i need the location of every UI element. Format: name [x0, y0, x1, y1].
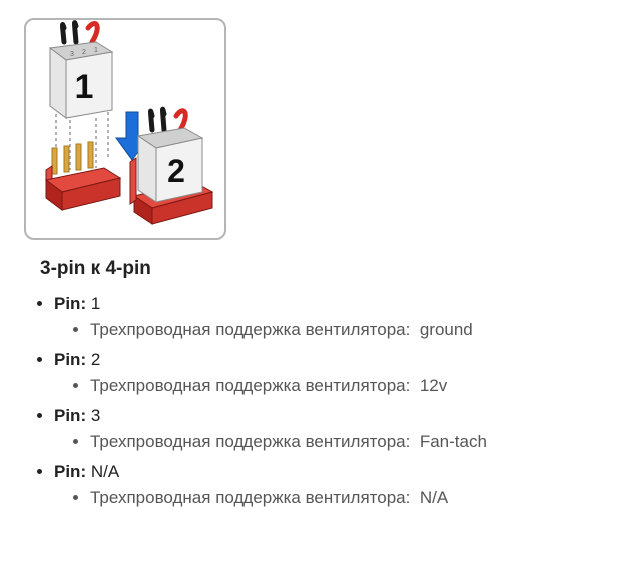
- fan-support-label: Трехпроводная поддержка вентилятора:: [90, 488, 410, 507]
- pin-detail: Трехпроводная поддержка вентилятора: N/A: [90, 488, 601, 508]
- pin-detail: Трехпроводная поддержка вентилятора: 12v: [90, 376, 601, 396]
- section-heading: 3-pin к 4-pin: [40, 258, 601, 280]
- pin-value: Fan-tach: [420, 432, 487, 451]
- pin-label: Pin:: [54, 462, 86, 481]
- connector-1-label: 1: [75, 68, 94, 106]
- pin-detail: Трехпроводная поддержка вентилятора: Fan…: [90, 432, 601, 452]
- pin-number: 3: [91, 406, 100, 425]
- pin-label: Pin:: [54, 294, 86, 313]
- pin-value: ground: [420, 320, 473, 339]
- connector-2-label: 2: [167, 153, 185, 189]
- pin-label: Pin:: [54, 406, 86, 425]
- pin-detail: Трехпроводная поддержка вентилятора: gro…: [90, 320, 601, 340]
- pin-item: Pin: 1 Трехпроводная поддержка вентилято…: [54, 294, 601, 340]
- pin-item: Pin: 2 Трехпроводная поддержка вентилято…: [54, 350, 601, 396]
- pin-value: N/A: [420, 488, 448, 507]
- pin-list: Pin: 1 Трехпроводная поддержка вентилято…: [24, 294, 601, 508]
- pin-item: Pin: 3 Трехпроводная поддержка вентилято…: [54, 406, 601, 452]
- pin-mark-3: 3: [70, 51, 74, 58]
- pin-number: 2: [91, 350, 100, 369]
- fan-support-label: Трехпроводная поддержка вентилятора:: [90, 432, 410, 451]
- fan-support-label: Трехпроводная поддержка вентилятора:: [90, 320, 410, 339]
- pin-item: Pin: N/A Трехпроводная поддержка вентиля…: [54, 462, 601, 508]
- pin-label: Pin:: [54, 350, 86, 369]
- pin-number: N/A: [91, 462, 119, 481]
- pin-mark-2: 2: [82, 49, 86, 56]
- pin-mark-1: 1: [94, 47, 98, 54]
- pin-number: 1: [91, 294, 100, 313]
- fan-support-label: Трехпроводная поддержка вентилятора:: [90, 376, 410, 395]
- connector-diagram: 3 2 1 1: [24, 18, 226, 240]
- pin-value: 12v: [420, 376, 447, 395]
